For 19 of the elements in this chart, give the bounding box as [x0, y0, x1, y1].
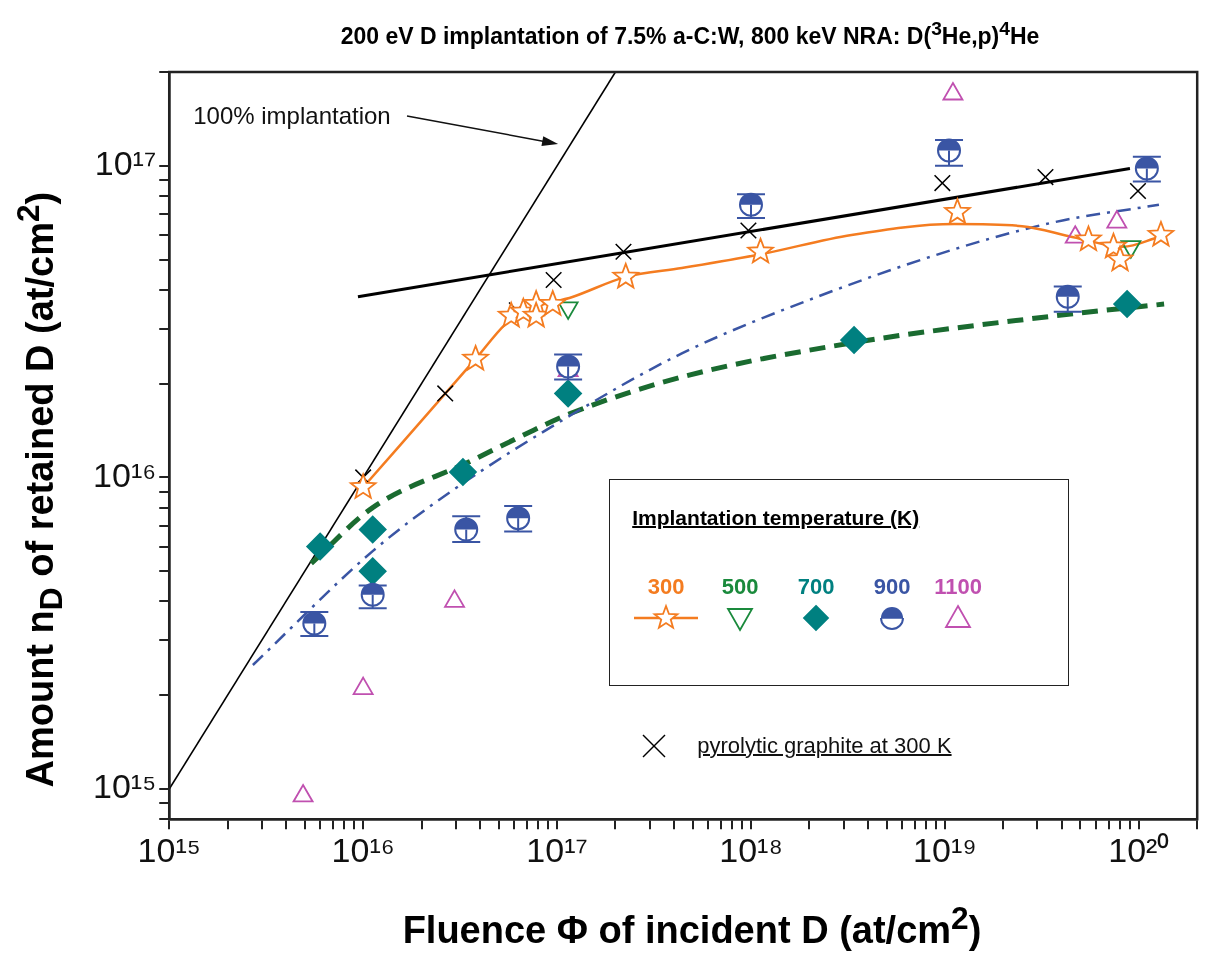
y-tick-label: 10¹⁵	[92, 767, 157, 806]
text: 500	[720, 574, 760, 601]
x-tick-label: 10¹⁸	[719, 830, 783, 869]
y-tick-label: 10¹⁶	[93, 455, 157, 494]
x-tick-label: 10²⁰	[1108, 830, 1170, 869]
text: 1100	[933, 574, 984, 601]
text: 700	[796, 574, 836, 601]
legend-label: pyrolytic graphite at 300 K	[697, 733, 952, 760]
text: 900	[872, 574, 912, 601]
x-axis-title: Fluence Φ of incident D (at/cm$^{2}$)	[401, 900, 983, 952]
x-tick-label: 10¹⁶	[331, 830, 395, 869]
chart-title: 200 eV D implantation of 7.5% a-C:W, 800 keV NRA: D($^{3}$He,p)$^{4}$He	[339, 18, 1041, 50]
x-tick-label: 10¹⁹	[913, 830, 977, 869]
x-tick-label: 10¹⁷	[526, 830, 588, 869]
annotation: 100% implantation	[193, 102, 391, 130]
y-tick-label: 10¹⁷	[94, 144, 157, 183]
legend-title: Implantation temperature (K)	[632, 506, 920, 531]
x-tick-label: 10¹⁵	[137, 830, 201, 869]
text: 300	[646, 574, 686, 601]
